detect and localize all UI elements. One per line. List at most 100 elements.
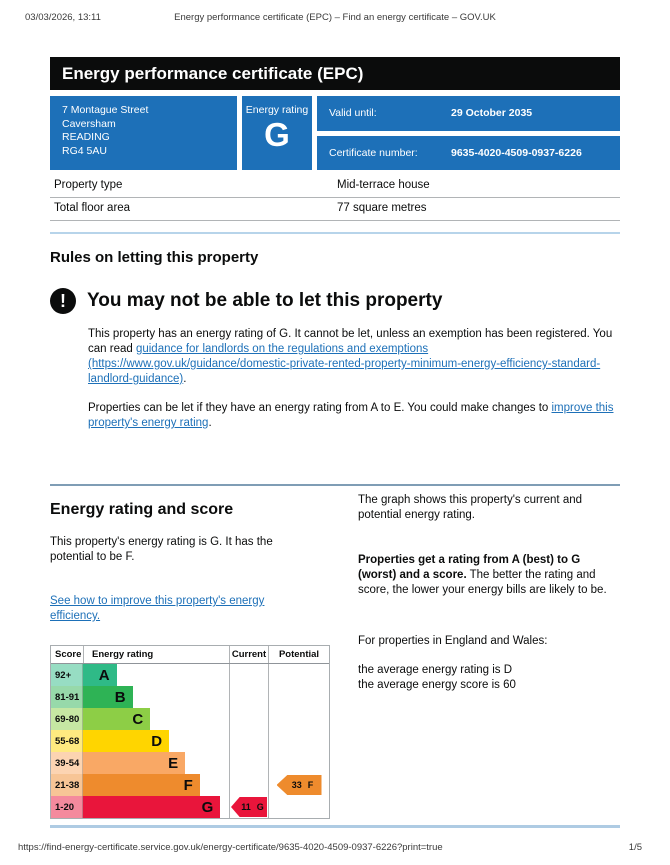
epc-band-row: 81-91 B [51,686,329,708]
epc-band-row: 69-80 C [51,708,329,730]
average-rating-text: the average energy rating is D the avera… [358,663,620,693]
epc-rating-cell: F [83,774,229,796]
rules-paragraph-1-text: This property has an energy rating of G.… [88,328,613,355]
epc-score-cell: 1-20 [51,796,83,818]
certificate-number-row: Certificate number: 9635-4020-4509-0937-… [317,135,620,170]
epc-potential-cell [268,708,329,730]
epc-potential-cell [268,686,329,708]
energy-rating-value: G [264,116,290,153]
address-line-3: READING [62,131,110,143]
rules-paragraph-2-text: Properties can be let if they have an en… [88,402,552,414]
print-timestamp: 03/03/2026, 13:11 [25,12,101,23]
england-wales-text: For properties in England and Wales: [358,635,548,647]
epc-score-cell: 69-80 [51,708,83,730]
rating-explanation-rest: The better the rating and score, the low… [358,569,607,596]
certificate-page: Energy performance certificate (EPC) 7 M… [50,57,620,828]
average-rating-line: the average energy rating is D [358,664,513,676]
print-footer: https://find-energy-certificate.service.… [18,842,642,853]
epc-rating-cell: G [83,796,229,818]
page-number: 1/5 [628,842,642,853]
valid-until-label: Valid until: [329,107,377,120]
valid-until-row: Valid until: 29 October 2035 [317,96,620,131]
current-rating-arrow: 11 G [231,797,267,817]
epc-potential-cell [268,796,329,818]
address-line-2: Caversham [62,117,116,130]
rules-paragraph-1: This property has an energy rating of G.… [88,327,620,387]
epc-chart-header: Score Energy rating Current Potential [51,646,329,664]
section-divider [50,232,620,234]
rating-right-column: The graph shows this property's current … [358,486,620,819]
certificate-banner-title: Energy performance certificate (EPC) [50,57,620,90]
epc-current-cell [229,686,268,708]
epc-potential-cell: 33 F [268,774,329,796]
warning-body: This property has an energy rating of G.… [88,327,620,431]
property-type-value: Mid-terrace house [337,179,430,191]
epc-band-row: 55-68 D [51,730,329,752]
address-line-1: 7 Montague Street [62,104,149,116]
epc-current-cell [229,664,268,686]
epc-chart-rows: 92+ A 81-91 B 69-80 C 55-68 D 39-54 E 21-38 F 33 F 1-2… [51,664,329,818]
epc-band-bar: D [83,730,170,752]
epc-score-cell: 81-91 [51,686,83,708]
epc-potential-cell [268,752,329,774]
rules-paragraph-1-period: . [183,373,187,385]
rating-section-heading: Energy rating and score [50,501,234,518]
footer-url: https://find-energy-certificate.service.… [18,842,443,853]
energy-rating-section: Energy rating and score This property's … [50,486,620,819]
certificate-details: Valid until: 29 October 2035 Certificate… [317,96,620,170]
exclamation-icon: ! [50,288,76,314]
epc-band-bar: E [83,752,186,774]
epc-score-cell: 55-68 [51,730,83,752]
epc-score-cell: 39-54 [51,752,83,774]
landlord-guidance-link[interactable]: guidance for landlords on the regulation… [88,343,601,385]
section-divider [50,484,620,486]
epc-band-row: 39-54 E [51,752,329,774]
section-divider [50,825,620,828]
epc-band-bar: B [83,686,133,708]
floor-area-label: Total floor area [54,202,131,214]
epc-chart: Score Energy rating Current Potential 92… [50,645,330,819]
warning-banner: ! You may not be able to let this proper… [50,288,620,314]
improve-rating-link[interactable]: improve this property's energy rating [88,402,614,429]
epc-rating-cell: D [83,730,229,752]
epc-score-cell: 92+ [51,664,83,686]
rules-section-heading: Rules on letting this property [50,249,259,266]
rules-paragraph-2: Properties can be let if they have an en… [88,401,620,431]
epc-band-bar: F [83,774,200,796]
rules-paragraph-2-period: . [208,417,212,429]
certificate-number-value: 9635-4020-4509-0937-6226 [451,146,582,159]
average-score-line: the average energy score is 60 [358,679,516,691]
epc-current-cell [229,730,268,752]
epc-band-row: 1-20 G 11 G [51,796,329,818]
property-type-label: Property type [54,179,123,191]
epc-current-cell: 11 G [229,796,268,818]
epc-score-cell: 21-38 [51,774,83,796]
epc-band-bar: C [83,708,151,730]
graph-description-text: The graph shows this property's current … [358,494,583,521]
improve-efficiency-link[interactable]: See how to improve this property's energ… [50,595,265,622]
epc-current-cell [229,708,268,730]
rating-explanation-bold: Properties get a rating from A (best) to… [358,554,581,581]
table-row: Total floor area 77 square metres [50,198,620,221]
energy-rating-badge: Energy rating G [242,96,312,170]
epc-band-row: 92+ A [51,664,329,686]
potential-rating-arrow: 33 F [276,775,322,795]
warning-heading: You may not be able to let this property [87,290,443,311]
print-page-title: Energy performance certificate (EPC) – F… [174,12,496,23]
address-line-4: RG4 5AU [62,144,107,157]
valid-until-value: 29 October 2035 [451,107,533,120]
table-row: Property type Mid-terrace house [50,175,620,198]
epc-band-bar: G [83,796,221,818]
rating-left-column: Energy rating and score This property's … [50,486,332,819]
epc-current-cell [229,752,268,774]
floor-area-value: 77 square metres [337,202,427,214]
epc-band-row: 21-38 F 33 F [51,774,329,796]
rating-summary-text: This property's energy rating is G. It h… [50,536,273,563]
epc-band-bar: A [83,664,117,686]
chart-column-current: Current [229,646,268,663]
certificate-summary-box: 7 Montague Street Caversham READING RG4 … [50,96,620,170]
epc-rating-cell: E [83,752,229,774]
rating-explanation-text: Properties get a rating from A (best) to… [358,553,620,598]
epc-rating-cell: A [83,664,229,686]
epc-current-cell [229,774,268,796]
